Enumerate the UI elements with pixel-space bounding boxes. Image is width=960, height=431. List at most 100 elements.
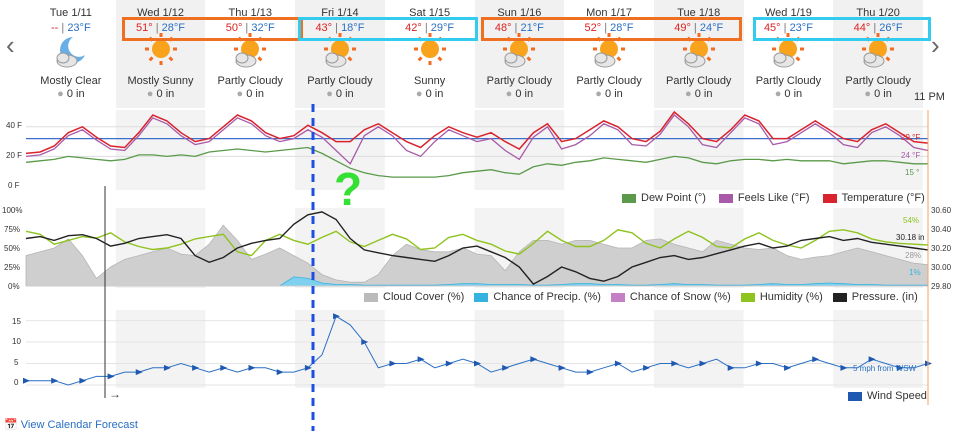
temp-swatch [822, 193, 837, 203]
day-temps: 43° | 18°F [315, 22, 365, 34]
temp-band [474, 110, 565, 190]
time-label: 11 PM [914, 91, 945, 103]
day-precip: ● 0 in [685, 88, 713, 100]
day-card[interactable]: Fri 1/14 43° | 18°F Partly Cloudy ● 0 in [295, 0, 385, 108]
mid-legend: Cloud Cover (%) Chance of Precip. (%) Ch… [364, 291, 918, 303]
day-low: 18°F [341, 22, 365, 34]
day-date: Sun 1/16 [497, 7, 542, 19]
day-precip-value: 0 in [335, 88, 354, 100]
percent-tick: 100% [2, 206, 23, 215]
day-high: 52° [584, 22, 602, 34]
now-arrow: → [109, 387, 121, 401]
wind-direction-marker [135, 369, 143, 376]
day-card[interactable]: Tue 1/11 -- | 23°F Mostly Clear ● 0 in [26, 0, 116, 108]
day-condition: Mostly Sunny [127, 75, 194, 87]
temperature-line [25, 110, 929, 155]
wind-direction-marker [23, 377, 30, 384]
precip-swatch [474, 292, 489, 302]
next-days-arrow[interactable]: › [931, 30, 940, 60]
day-card[interactable]: Thu 1/20 44° | 26°F Partly Cloudy ● 0 in [833, 0, 923, 108]
cloud-cover-area [25, 224, 929, 287]
wind-direction-marker [784, 364, 792, 371]
highlight-box-cool-2 [753, 17, 931, 41]
day-date: Wed 1/12 [137, 7, 184, 19]
day-condition: Partly Cloudy [217, 75, 283, 87]
day-high: 50° [225, 22, 243, 34]
day-temps: 49° | 24°F [674, 22, 724, 34]
dew-point-line [25, 146, 928, 178]
wind-direction-marker [586, 369, 594, 376]
day-precip: ● 0 in [146, 88, 175, 100]
percent-tick: 50% [4, 244, 21, 253]
temp-band [833, 110, 923, 190]
day-precip: ● 0 in [505, 88, 534, 100]
day-low: 21°F [520, 22, 544, 34]
wind-direction-marker [727, 364, 735, 371]
humidity-end-label: 54% [903, 216, 920, 225]
day-condition: Partly Cloudy [845, 75, 911, 87]
day-card[interactable]: Tue 1/18 49° | 24°F Partly Cloudy ● 0 in [654, 0, 744, 108]
day-precip: ● 0 in [236, 88, 264, 100]
day-temps: 45° | 23°F [763, 22, 813, 34]
wind-direction-marker [812, 356, 820, 363]
prev-days-arrow[interactable]: ‹ [6, 30, 15, 60]
view-calendar-link[interactable]: 📅 View Calendar Forecast [4, 418, 138, 431]
legend-pressure: Pressure. (in) [851, 291, 918, 303]
wind-direction-marker [107, 373, 115, 380]
temp-band [295, 110, 385, 190]
day-high: 42° [405, 22, 422, 34]
wind-direction-marker [558, 364, 566, 371]
temp-tick: 20 F [6, 151, 23, 160]
day-temps: -- | 23°F [51, 22, 91, 34]
day-precip: ● 0 in [595, 88, 623, 100]
day-high: 51° [136, 22, 153, 34]
day-low: 32°F [251, 22, 275, 34]
moon-cloud-icon [56, 37, 85, 68]
sun-cloud-icon [682, 33, 715, 68]
pressure-tick: 30.00 [931, 263, 952, 272]
highlight-box-cool-1 [298, 17, 478, 41]
legend-snow: Chance of Snow (%) [629, 291, 731, 303]
day-precip-value: 0 in [694, 88, 713, 100]
wind-direction-marker [699, 360, 707, 367]
wind-direction-marker [614, 360, 622, 367]
temp-tick: 0 F [8, 181, 20, 190]
day-card[interactable]: Wed 1/12 51° | 28°F Mostly Sunny ● 0 in [116, 0, 206, 108]
day-condition: Sunny [414, 75, 446, 87]
wind-direction-marker [304, 364, 312, 371]
day-low: 29°F [430, 22, 455, 34]
day-card[interactable]: Mon 1/17 52° | 28°F Partly Cloudy ● 0 in [564, 0, 654, 108]
cloud-swatch [364, 292, 378, 302]
legend-humidity: Humidity (%) [759, 291, 823, 303]
day-low: 28°F [610, 22, 634, 34]
day-precip: ● 0 in [415, 88, 444, 100]
day-high: 49° [674, 22, 691, 34]
cloud-end-label: 28% [905, 251, 922, 260]
wind-band [474, 310, 565, 388]
day-card[interactable]: Sat 1/15 42° | 29°F Sunny ● 0 in [385, 0, 475, 108]
day-condition: Mostly Clear [40, 75, 102, 87]
calendar-icon: 📅 [4, 419, 18, 431]
day-card[interactable]: Sun 1/16 48° | 21°F Partly Cloudy ● 0 in [475, 0, 565, 108]
percent-tick: 75% [4, 225, 21, 234]
highlight-box-warm-1 [122, 17, 303, 41]
wind-direction-marker [445, 360, 453, 367]
wind-direction-marker [51, 377, 59, 384]
legend-dew: Dew Point (°) [641, 192, 706, 204]
legend-cloud: Cloud Cover (%) [383, 291, 465, 303]
feels-swatch [718, 193, 733, 203]
wind-direction-marker [502, 364, 510, 371]
day-date: Tue 1/11 [49, 7, 92, 19]
legend-precip: Chance of Precip. (%) [493, 291, 601, 303]
day-card[interactable]: Thu 1/13 50° | 32°F Partly Cloudy ● 0 in [205, 0, 295, 108]
temp-band [115, 110, 206, 190]
day-precip-value: 0 in [246, 88, 264, 100]
wind-direction-marker [643, 364, 651, 371]
day-precip: ● 0 in [57, 88, 85, 100]
feels-like-line [25, 114, 929, 165]
day-high: 45° [763, 22, 781, 34]
day-precip-value: 0 in [515, 88, 534, 100]
wind-direction-marker [389, 360, 397, 367]
temp-end-label: 29 °F [901, 133, 921, 142]
